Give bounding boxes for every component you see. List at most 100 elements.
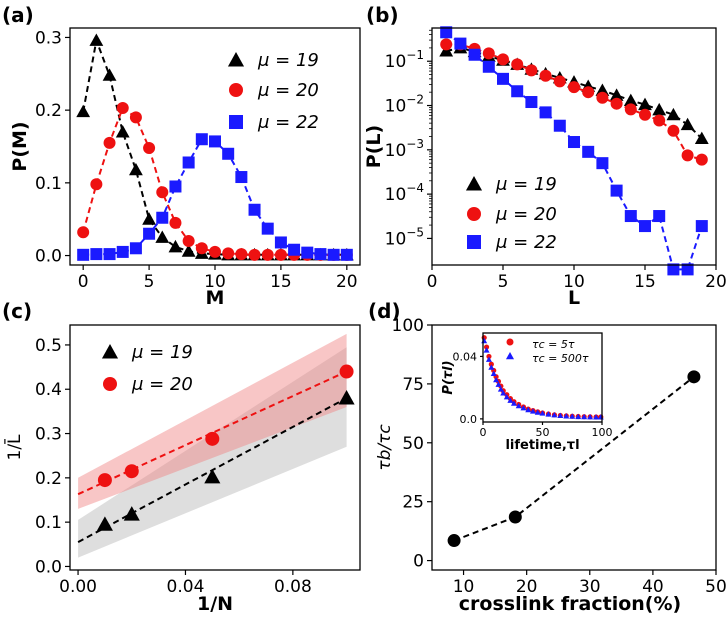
point-a-22 — [209, 135, 221, 148]
x-axis-label-c: 1/N — [197, 593, 233, 615]
point-c-20 — [97, 473, 112, 488]
b-ytick-label: 10−5 — [385, 225, 424, 249]
inset-legend-5τ-label: τc = 5τ — [532, 338, 575, 351]
point-b-22 — [639, 220, 651, 233]
point-a-22 — [90, 248, 103, 261]
point-b-19 — [666, 107, 681, 121]
point-a-20 — [77, 226, 90, 239]
inset-xtick-label: 50 — [536, 426, 550, 439]
point-b-22 — [610, 184, 623, 197]
inset-point-5τ — [488, 361, 494, 367]
inset-point-500τ — [539, 410, 546, 416]
d-xtick-label: 40 — [642, 577, 664, 597]
inset-point-500τ — [525, 406, 532, 413]
inset-point-500τ — [490, 370, 497, 376]
point-a-20 — [116, 101, 129, 114]
inset-point-500τ — [510, 400, 517, 406]
a-ytick-label: 0.3 — [35, 28, 62, 48]
point-a-20 — [195, 242, 208, 255]
point-b-20 — [553, 75, 566, 88]
point-a-20 — [156, 186, 169, 199]
inset-point-500τ — [497, 386, 504, 392]
inset-point-500τ — [593, 414, 600, 420]
point-b-22 — [468, 48, 481, 61]
point-c-19 — [123, 506, 140, 521]
point-a-22 — [248, 203, 261, 216]
point-b-22 — [539, 106, 552, 119]
point-b-20 — [624, 103, 637, 116]
a-ytick-label: 0.2 — [35, 101, 62, 121]
inset-point-500τ — [488, 364, 495, 370]
legend-a-20-marker — [229, 83, 243, 97]
d-ytick-label: 25 — [402, 493, 424, 513]
point-b-19 — [638, 97, 652, 111]
inset-point-500τ — [569, 413, 576, 419]
point-b-20 — [497, 53, 509, 66]
c-ytick-label: 0.1 — [35, 513, 62, 533]
x-axis-label-d: crosslink fraction(%) — [459, 593, 681, 615]
inset-point-5τ — [486, 353, 492, 360]
point-a-22 — [169, 180, 182, 193]
point-a-22 — [301, 246, 314, 259]
d-ytick-label: 0 — [413, 552, 424, 572]
inset-point-500τ — [507, 397, 514, 403]
b-xtick-label: 5 — [498, 272, 509, 292]
inset-point-500τ — [495, 381, 502, 387]
point-a-22 — [314, 248, 327, 261]
point-a-22 — [182, 156, 195, 169]
y-axis-label-d: τb/τc — [375, 424, 395, 471]
y-axis-label-c: 1/L̄ — [3, 434, 25, 461]
point-a-19 — [129, 162, 143, 176]
legend-b-20-marker — [467, 207, 481, 221]
point-a-20 — [169, 216, 182, 229]
legend-c-19-label: μ = 19 — [131, 342, 193, 363]
point-b-22 — [440, 26, 453, 39]
c-xtick-label: 0.08 — [274, 577, 312, 597]
legend-a-19-label: μ = 19 — [257, 50, 319, 71]
point-c-20 — [124, 464, 139, 479]
inset-point-5τ — [483, 344, 490, 350]
legend-a-22-label: μ = 22 — [257, 112, 319, 133]
panel-c: 0.00 0.04 0.08 0.0 0.1 0.2 0.3 0.4 0.5 1/N 1/L̄ (c)… — [2, 299, 361, 615]
a-xtick-label: 5 — [144, 272, 155, 292]
point-a-20 — [103, 136, 116, 149]
point-a-22 — [340, 248, 353, 261]
c-xtick-label: 0.04 — [167, 577, 205, 597]
point-a-20 — [222, 247, 235, 260]
inset-legend-5τ-marker — [506, 338, 514, 346]
inset-y-label: P(τl) — [441, 360, 456, 394]
inset-point-500τ — [534, 409, 541, 415]
point-c-19 — [96, 516, 113, 531]
point-b-22 — [653, 210, 666, 223]
point-a-19 — [76, 104, 91, 118]
point-b-20 — [525, 64, 538, 77]
c-ytick-label: 0.4 — [35, 380, 62, 400]
inset-point-500τ — [493, 376, 500, 383]
a-ytick-label: 0.1 — [35, 174, 62, 194]
y-axis-label-b: P(L) — [363, 125, 385, 168]
point-a-22 — [116, 245, 129, 258]
d-ytick-label: 100 — [392, 316, 424, 336]
point-a-20 — [129, 111, 142, 124]
point-b-20 — [568, 81, 580, 94]
point-a-22 — [103, 248, 116, 261]
d-xtick-label: 30 — [579, 577, 601, 597]
point-a-19 — [102, 68, 117, 81]
point-d — [687, 370, 701, 384]
inset-point-500τ — [551, 411, 558, 418]
confidence-band-c-19 — [78, 347, 347, 558]
c-ytick-label: 0.0 — [35, 557, 62, 577]
point-a-22 — [77, 248, 90, 261]
inset-ytick-label: 0.0 — [460, 413, 478, 426]
point-b-22 — [695, 220, 708, 233]
point-a-19 — [89, 33, 104, 46]
point-b-22 — [667, 263, 680, 276]
inset-point-500τ — [483, 347, 490, 353]
inset-point-500τ — [575, 413, 582, 420]
panel-d: 10 20 30 40 50 0 25 50 75 100 crosslink fraction(%… — [368, 299, 727, 615]
x-axis-label-b: L — [568, 287, 580, 309]
inset-point-500τ — [563, 413, 570, 419]
series-a-22-line — [83, 138, 347, 256]
inset-point-500τ — [503, 394, 510, 400]
